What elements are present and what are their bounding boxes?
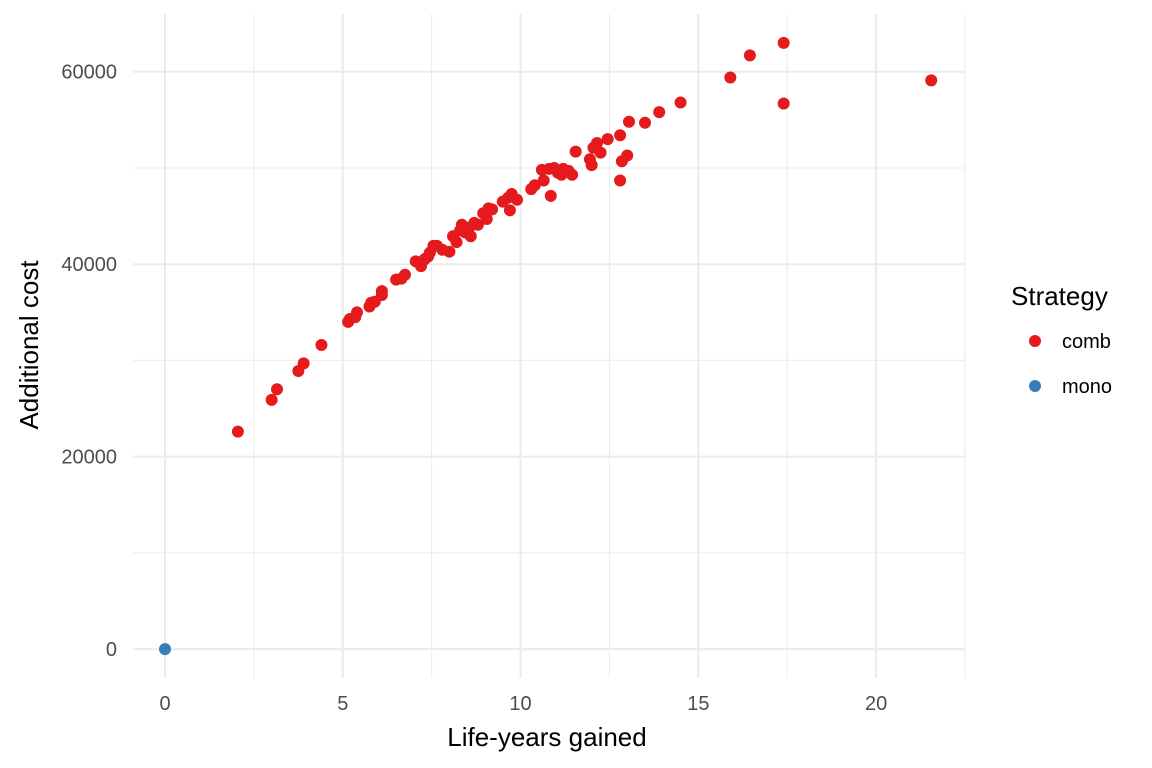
data-point-comb [614, 174, 627, 187]
x-tick-label: 5 [337, 693, 348, 715]
legend-label-mono: mono [1062, 376, 1112, 398]
data-point-comb [471, 218, 484, 231]
data-point-comb [724, 71, 737, 84]
data-point-comb [743, 49, 756, 62]
data-point-comb [537, 174, 550, 187]
legend-key-comb [1029, 335, 1041, 347]
legend-title: Strategy [1011, 281, 1108, 311]
data-point-comb [601, 133, 614, 146]
x-tick-label: 20 [865, 693, 887, 715]
x-tick-label: 0 [159, 693, 170, 715]
data-point-comb [594, 146, 607, 159]
y-tick-label: 20000 [61, 447, 117, 469]
data-point-comb [486, 203, 499, 216]
data-point-comb [653, 106, 666, 119]
data-point-comb [480, 212, 493, 225]
x-axis-title: Life-years gained [447, 722, 646, 752]
y-tick-label: 40000 [61, 254, 117, 276]
grid-lines [133, 14, 966, 678]
data-point-comb [464, 230, 477, 243]
y-tick-label: 0 [106, 639, 117, 661]
x-tick-label: 10 [509, 693, 531, 715]
data-point-comb [503, 204, 516, 217]
data-point-comb [639, 116, 651, 129]
data-point-comb [544, 189, 557, 202]
legend-label-comb: comb [1062, 331, 1111, 353]
data-point-comb [450, 236, 463, 249]
data-points [159, 36, 938, 656]
data-point-mono [159, 643, 171, 656]
data-point-comb [443, 245, 456, 258]
data-point-comb [351, 306, 363, 319]
data-point-comb [591, 136, 603, 149]
data-point-comb [623, 115, 635, 128]
legend: Strategy comb mono [1011, 281, 1112, 398]
legend-key-mono [1029, 380, 1041, 392]
data-point-comb [569, 145, 582, 158]
data-point-comb [777, 36, 790, 49]
data-point-comb [674, 96, 687, 109]
data-point-comb [271, 383, 283, 396]
data-point-comb [566, 168, 579, 181]
x-tick-label: 15 [687, 693, 709, 715]
data-point-comb [777, 97, 790, 110]
data-point-comb [399, 268, 411, 281]
data-point-comb [528, 179, 541, 192]
data-point-comb [925, 74, 938, 87]
data-point-comb [375, 285, 388, 298]
data-point-comb [315, 339, 328, 352]
y-axis-title: Additional cost [14, 260, 44, 430]
data-point-comb [231, 425, 244, 438]
data-point-comb [297, 357, 310, 370]
data-point-comb [511, 193, 523, 206]
data-point-comb [614, 129, 627, 142]
data-point-comb [585, 159, 598, 172]
data-point-comb [265, 393, 278, 406]
data-point-comb [621, 149, 634, 162]
tick-labels: 0 5 10 15 20 0 20000 40000 60000 [61, 62, 887, 715]
y-tick-label: 60000 [61, 62, 117, 84]
